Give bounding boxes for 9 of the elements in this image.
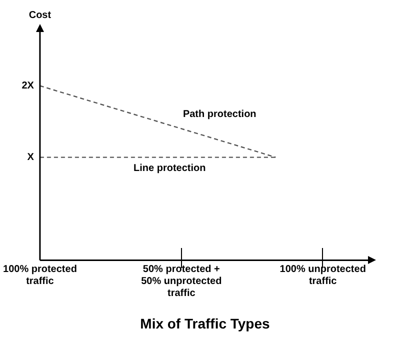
x-tick-label: 100% unprotected traffic <box>280 264 366 287</box>
series-label: Path protection <box>182 108 256 120</box>
text: Cost <box>28 10 52 21</box>
x-tick-label: 100% protected traffic <box>2 264 77 287</box>
text: 2X <box>22 80 34 92</box>
text: X <box>27 152 34 164</box>
x-tick-label: 50% protected + 50% unprotected traffic <box>141 264 222 299</box>
x-axis-title: Mix of Traffic Types <box>140 315 270 332</box>
series-label: Line protection <box>134 163 206 174</box>
